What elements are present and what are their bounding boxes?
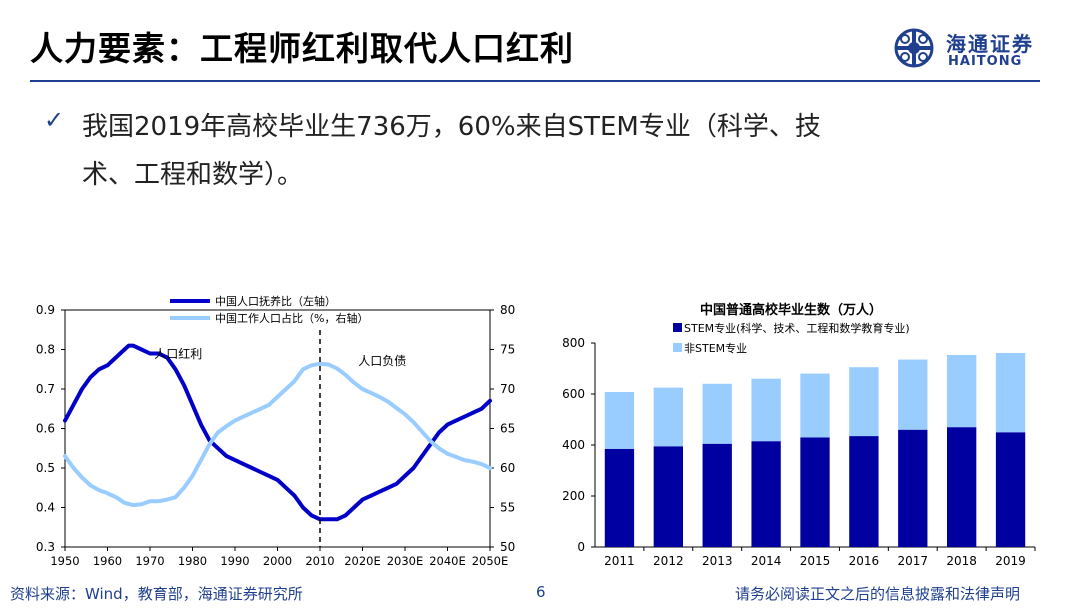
y-right-tick-label: 50	[500, 540, 515, 554]
x-tick-label: 2040E	[429, 554, 466, 568]
legend-swatch-stem	[673, 323, 682, 332]
legend-label-stem: STEM专业(科学、技术、工程和数学教育专业)	[684, 321, 910, 335]
series-working-population	[63, 361, 492, 508]
x-tick-label: 2019	[995, 554, 1026, 568]
legend: STEM专业(科学、技术、工程和数学教育专业) 非STEM专业	[673, 321, 910, 355]
legend-label-nonstem: 非STEM专业	[684, 341, 747, 355]
y-left-tick-label: 0.9	[36, 303, 55, 317]
annotation-bonus: 人口红利	[154, 346, 202, 361]
chart-background	[10, 290, 530, 580]
slide-title: 人力要素：工程师红利取代人口红利	[30, 29, 574, 68]
y-right-tick-label: 65	[500, 422, 515, 436]
haitong-logo	[894, 28, 934, 68]
y-left-tick-label: 0.5	[36, 461, 55, 475]
logo-text-cn: 海通证券	[946, 32, 1034, 56]
bar-stem	[849, 436, 879, 547]
bar-non-stem	[898, 359, 928, 430]
x-tick-label: 2030E	[387, 554, 424, 568]
x-tick-label: 2015	[800, 554, 831, 568]
y-tick-label: 0	[577, 540, 585, 554]
logo-text-en: HAITONG	[948, 54, 1023, 69]
bar-non-stem	[702, 383, 732, 444]
bar-non-stem	[947, 354, 977, 428]
bar-stem	[702, 443, 732, 547]
y-tick-label: 200	[562, 489, 585, 503]
x-tick-label: 2017	[898, 554, 929, 568]
x-tick-label: 1980	[178, 554, 207, 568]
x-tick-label: 2010	[305, 554, 334, 568]
x-tick-label: 2020E	[344, 554, 381, 568]
bullet-line-2: 术、工程和数学）。	[82, 160, 304, 190]
x-tick-label: 2016	[849, 554, 880, 568]
bar-stem	[604, 448, 635, 547]
y-left-tick-label: 0.7	[36, 382, 55, 396]
legend-swatch-nonstem	[673, 343, 682, 352]
x-tick-label: 2012	[653, 554, 684, 568]
y-right-tick-label: 80	[500, 303, 515, 317]
x-tick-label: 1960	[93, 554, 122, 568]
page-number: 6	[536, 583, 546, 601]
bar-stem	[751, 441, 781, 547]
bar-non-stem	[800, 373, 830, 438]
x-tick-label: 1950	[50, 554, 79, 568]
y-left-tick-label: 0.8	[36, 343, 55, 357]
x-tick-label: 2050E	[472, 554, 509, 568]
legend: 中国人口抚养比（左轴） 中国工作人口占比（%，右轴）	[170, 294, 368, 325]
logo-emblem-icon	[894, 28, 934, 68]
series-dependency-ratio	[63, 343, 492, 522]
bar-non-stem	[849, 367, 879, 437]
footer-disclaimer: 请务必阅读正文之后的信息披露和法律声明	[735, 585, 1021, 603]
bar-stem	[653, 446, 683, 547]
bar-non-stem	[653, 387, 683, 447]
y-right-tick-label: 70	[500, 382, 515, 396]
x-tick-label: 2014	[751, 554, 782, 568]
bar-stem	[898, 429, 928, 547]
y-left-tick-label: 0.6	[36, 422, 55, 436]
checkmark-icon: ✓	[44, 106, 65, 134]
x-tick-label: 2011	[604, 554, 635, 568]
annotation-burden: 人口负债	[358, 354, 406, 368]
footer-source: 资料来源：Wind，教育部，海通证券研究所	[10, 585, 303, 603]
dependency-ratio-chart: 1950 1960 1970 1980 1990 2000 2010 2020E 2030E 20…	[10, 290, 530, 580]
y-right-tick-label: 55	[500, 501, 515, 515]
x-tick-label: 1970	[135, 554, 164, 568]
bar-non-stem	[995, 352, 1026, 433]
y-left-tick-label: 0.4	[36, 501, 55, 515]
x-tick-label: 2000	[263, 554, 292, 568]
title-divider	[30, 80, 1040, 82]
y-tick-label: 800	[562, 336, 585, 350]
x-tick-label: 1990	[220, 554, 249, 568]
y-left-tick-label: 0.3	[36, 540, 55, 554]
legend-label-0: 中国人口抚养比（左轴）	[215, 294, 336, 308]
bar-stem	[995, 432, 1026, 547]
y-right-tick-label: 75	[500, 343, 515, 357]
y-tick-label: 400	[562, 438, 585, 452]
chart-title: 中国普通高校毕业生数（万人）	[700, 302, 882, 318]
bar-non-stem	[604, 391, 635, 449]
y-tick-label: 600	[562, 387, 585, 401]
legend-label-1: 中国工作人口占比（%，右轴）	[215, 311, 368, 325]
bullet-text: 我国2019年高校毕业生736万，60%来自STEM专业（科学、技 术、工程和数…	[82, 103, 1012, 199]
x-tick-label: 2013	[702, 554, 733, 568]
y-right-tick-label: 60	[500, 461, 515, 475]
bar-stem	[800, 437, 830, 547]
graduates-chart: 中国普通高校毕业生数（万人） STEM专业(科学、技术、工程和数学教育专业) 非…	[545, 290, 1055, 580]
bar-stem	[947, 427, 977, 547]
x-tick-label: 2018	[946, 554, 977, 568]
bullet-line-1: 我国2019年高校毕业生736万，60%来自STEM专业（科学、技	[82, 112, 821, 142]
bar-non-stem	[751, 378, 781, 442]
